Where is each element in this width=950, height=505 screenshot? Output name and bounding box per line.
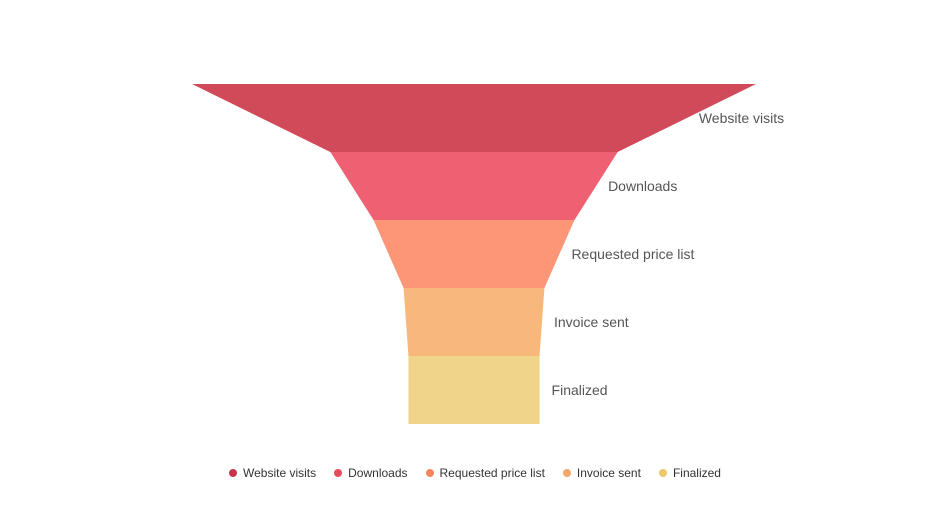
legend-label: Finalized: [672, 466, 721, 480]
funnel-label: Downloads: [608, 178, 677, 194]
legend: Website visits Downloads Requested price l…: [0, 466, 950, 480]
legend-dot-icon: [334, 469, 343, 477]
legend-dot-icon: [229, 469, 237, 477]
funnel-segment-website-visits[interactable]: [192, 84, 756, 152]
legend-label: Requested price list: [439, 466, 545, 480]
funnel-label: Website visits: [699, 110, 784, 126]
legend-label: Invoice sent: [576, 466, 641, 480]
funnel-label: Invoice sent: [554, 314, 629, 330]
legend-dot-icon: [658, 469, 667, 477]
legend-item[interactable]: Invoice sent: [562, 466, 641, 480]
funnel-label: Finalized: [552, 382, 608, 398]
legend-item[interactable]: Requested price list: [425, 466, 545, 480]
legend-item[interactable]: Finalized: [658, 466, 721, 480]
funnel-segment-downloads[interactable]: [330, 152, 618, 220]
legend-item[interactable]: Website visits: [229, 466, 316, 480]
legend-item[interactable]: Downloads: [334, 466, 408, 480]
legend-dot-icon: [425, 469, 434, 477]
funnel-label: Requested price list: [571, 246, 694, 262]
funnel-segment-requested-price-list[interactable]: [373, 220, 575, 288]
legend-label: Website visits: [243, 466, 317, 480]
funnel-segment-finalized[interactable]: [408, 356, 540, 424]
legend-dot-icon: [562, 469, 571, 477]
legend-label: Downloads: [348, 466, 408, 480]
funnel-segment-invoice-sent[interactable]: [403, 288, 545, 356]
